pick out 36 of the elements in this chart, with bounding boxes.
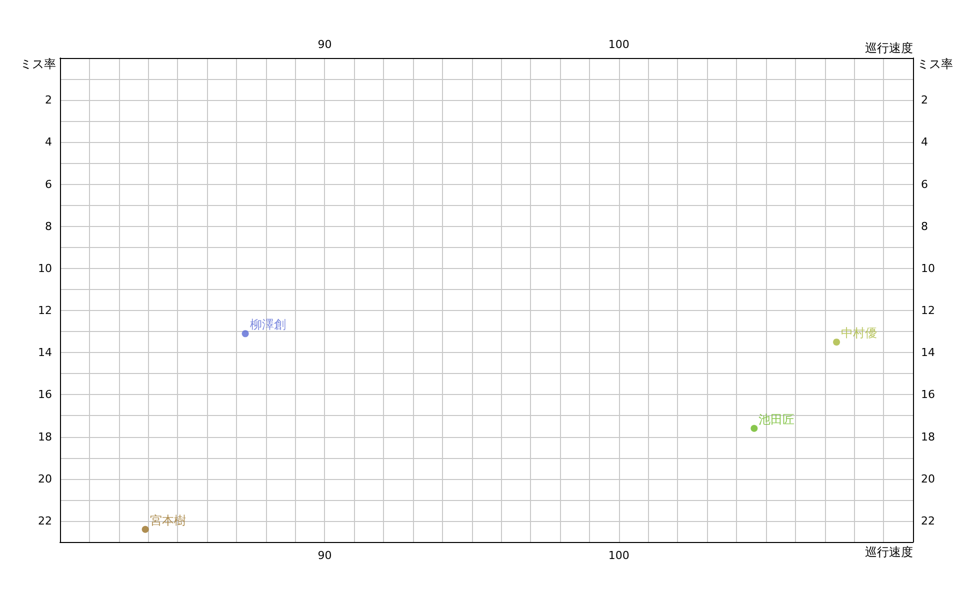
y2-axis-title: ミス率	[917, 57, 953, 71]
y2-tick-label: 16	[921, 388, 935, 402]
series-label: 中村優	[841, 326, 878, 340]
y2-tick-label: 18	[921, 430, 935, 444]
y-tick-label: 6	[45, 178, 52, 191]
point	[750, 424, 758, 432]
y-tick-label: 18	[38, 430, 52, 444]
series-label: 宮本樹	[150, 513, 186, 528]
y2-tick-label: 14	[921, 346, 935, 360]
y2-tick-label: 10	[921, 262, 935, 275]
y2-tick-label: 2	[921, 94, 928, 107]
series-label: 柳澤創	[250, 318, 286, 332]
y2-tick-label: 20	[921, 472, 935, 486]
y-tick-label: 8	[45, 220, 52, 233]
point	[833, 338, 840, 346]
y-tick-label: 2	[45, 94, 52, 107]
x-axis-title: 巡行速度	[865, 545, 913, 559]
y-tick-label: 12	[38, 304, 52, 318]
y2-tick-label: 12	[921, 304, 935, 318]
y2-tick-label: 22	[921, 514, 935, 528]
x2-axis-title: 巡行速度	[865, 41, 913, 55]
y-tick-label: 20	[38, 472, 52, 486]
y2-tick-label: 4	[921, 136, 928, 149]
y-tick-label: 10	[38, 262, 52, 275]
y-tick-label: 4	[45, 136, 52, 149]
point	[142, 526, 149, 533]
y2-tick-label: 6	[921, 178, 928, 191]
x2-tick-label: 100	[608, 38, 630, 51]
y-tick-label: 22	[38, 514, 52, 528]
series-label: 池田匠	[758, 412, 795, 426]
y-tick-label: 14	[38, 346, 52, 360]
y-axis-title: ミス率	[20, 57, 56, 71]
x2-tick-label: 90	[318, 38, 332, 51]
y2-tick-label: 8	[921, 220, 928, 233]
point	[242, 330, 249, 338]
y-tick-label: 16	[38, 388, 52, 402]
